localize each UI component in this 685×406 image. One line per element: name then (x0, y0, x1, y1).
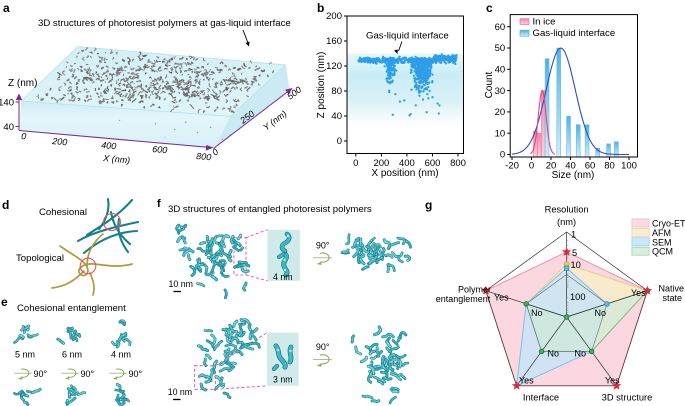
svg-text:f: f (157, 198, 161, 210)
svg-text:90°: 90° (129, 369, 143, 379)
svg-text:SEM: SEM (652, 237, 672, 247)
svg-text:Cohesional entanglement: Cohesional entanglement (17, 303, 126, 314)
svg-text:140: 140 (0, 98, 14, 109)
svg-text:3D structures of photoresist p: 3D structures of photoresist polymers at… (38, 18, 291, 29)
svg-text:100: 100 (621, 161, 637, 172)
svg-text:Topological: Topological (16, 253, 64, 264)
svg-text:Gas-liquid interface: Gas-liquid interface (533, 28, 616, 39)
svg-text:20: 20 (495, 107, 506, 118)
svg-text:In ice: In ice (533, 17, 556, 28)
svg-text:Interface: Interface (523, 393, 559, 403)
svg-text:30: 30 (495, 86, 506, 97)
svg-text:40: 40 (3, 122, 14, 133)
svg-text:entanglement: entanglement (436, 294, 491, 304)
svg-text:200: 200 (51, 136, 68, 147)
svg-text:AFM: AFM (652, 228, 671, 238)
svg-text:10: 10 (495, 128, 506, 139)
svg-text:0: 0 (529, 161, 534, 172)
svg-text:No: No (574, 349, 586, 359)
svg-text:5 nm: 5 nm (15, 350, 35, 360)
svg-text:400: 400 (101, 140, 117, 151)
svg-text:120: 120 (326, 61, 342, 72)
svg-text:100: 100 (570, 292, 586, 302)
svg-text:160: 160 (326, 36, 342, 47)
svg-text:400: 400 (399, 158, 415, 169)
svg-text:0: 0 (337, 136, 342, 147)
svg-text:Gas-liquid interface: Gas-liquid interface (366, 31, 449, 42)
svg-text:0: 0 (210, 147, 220, 158)
svg-text:Cryo-ET: Cryo-ET (652, 219, 685, 229)
svg-text:40: 40 (495, 65, 506, 76)
svg-text:90°: 90° (34, 369, 48, 379)
svg-text:600: 600 (425, 158, 441, 169)
svg-text:90°: 90° (316, 240, 330, 250)
svg-text:No: No (594, 308, 606, 318)
svg-text:Size (nm): Size (nm) (552, 170, 595, 181)
svg-text:Y (nm): Y (nm) (261, 108, 288, 132)
svg-text:state: state (663, 293, 683, 303)
svg-text:800: 800 (196, 151, 212, 162)
svg-text:60: 60 (495, 22, 506, 33)
svg-text:3 nm: 3 nm (273, 375, 293, 385)
svg-text:200: 200 (373, 158, 389, 169)
svg-text:X (nm): X (nm) (102, 153, 131, 165)
svg-text:0: 0 (500, 150, 505, 161)
svg-text:4 nm: 4 nm (111, 350, 131, 360)
svg-text:6 nm: 6 nm (62, 350, 82, 360)
svg-text:20: 20 (546, 161, 557, 172)
svg-text:1: 1 (571, 230, 576, 240)
svg-text:4 nm: 4 nm (273, 272, 293, 282)
svg-text:Resolution: Resolution (545, 204, 589, 214)
svg-text:3D structures of entangled pho: 3D structures of entangled photoresist p… (168, 204, 372, 215)
svg-text:10: 10 (571, 260, 581, 270)
svg-text:Yes: Yes (631, 288, 646, 298)
svg-text:200: 200 (326, 11, 342, 22)
svg-text:3D structure: 3D structure (602, 393, 653, 403)
svg-text:Yes: Yes (605, 376, 620, 386)
svg-text:Count: Count (484, 71, 495, 98)
svg-text:40: 40 (331, 111, 342, 122)
svg-text:Z position (nm): Z position (nm) (316, 52, 327, 119)
svg-text:5: 5 (572, 248, 577, 258)
svg-text:Z (nm): Z (nm) (8, 78, 37, 89)
svg-text:90°: 90° (81, 369, 95, 379)
svg-text:Yes: Yes (494, 293, 509, 303)
svg-text:-20: -20 (505, 161, 519, 172)
svg-text:10 nm: 10 nm (168, 387, 192, 397)
svg-text:(nm): (nm) (557, 217, 576, 227)
svg-text:10 nm: 10 nm (169, 279, 193, 289)
svg-text:800: 800 (450, 158, 466, 169)
svg-text:600: 600 (152, 144, 168, 155)
svg-text:No: No (548, 349, 560, 359)
svg-text:90°: 90° (316, 342, 330, 352)
svg-text:QCM: QCM (652, 247, 673, 257)
svg-text:50: 50 (495, 43, 506, 54)
svg-text:Cohesional: Cohesional (39, 207, 87, 218)
svg-text:80: 80 (331, 86, 342, 97)
svg-text:No: No (531, 308, 543, 318)
svg-text:X position (nm): X position (nm) (371, 168, 438, 179)
svg-text:40: 40 (565, 161, 576, 172)
svg-text:0: 0 (353, 158, 358, 169)
svg-text:Polymer: Polymer (458, 285, 491, 295)
svg-text:Yes: Yes (519, 376, 534, 386)
svg-text:Native: Native (659, 284, 685, 294)
svg-text:60: 60 (585, 161, 596, 172)
svg-text:80: 80 (604, 161, 615, 172)
svg-text:0: 0 (21, 131, 27, 141)
